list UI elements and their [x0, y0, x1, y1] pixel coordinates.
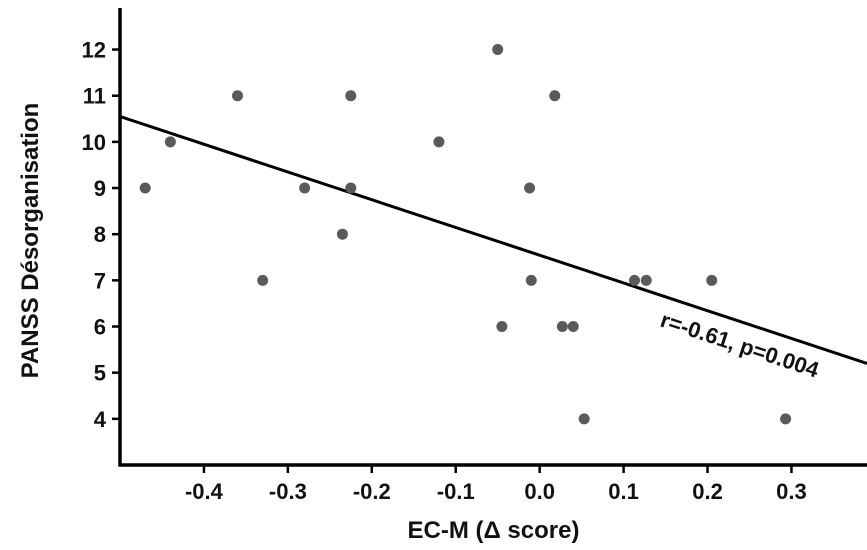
y-tick-label: 6: [94, 315, 106, 340]
data-point: [640, 274, 652, 286]
y-tick-label: 4: [94, 407, 107, 432]
x-tick-label: -0.2: [353, 479, 391, 504]
y-axis-title: PANSS Désorganisation: [17, 103, 44, 379]
data-point: [780, 413, 792, 425]
x-tick-label: 0.1: [608, 479, 639, 504]
correlation-annotation: r=-0.61, p=0.004: [657, 307, 822, 383]
x-tick-label: -0.1: [437, 479, 475, 504]
data-point: [706, 274, 718, 286]
data-point: [556, 321, 568, 333]
data-point: [578, 413, 590, 425]
y-tick-label: 7: [94, 268, 106, 293]
data-point: [257, 274, 269, 286]
axes: [118, 8, 867, 467]
y-tick-label: 10: [82, 130, 106, 155]
data-point: [496, 321, 508, 333]
data-point: [433, 136, 445, 148]
data-points: [139, 44, 792, 425]
x-tick-label: 0.0: [524, 479, 555, 504]
data-point: [336, 228, 348, 240]
data-point: [164, 136, 176, 148]
y-tick-label: 5: [94, 361, 106, 386]
x-axis-title: EC-M (Δ score): [408, 517, 580, 544]
y-tick-label: 11: [83, 84, 106, 109]
data-point: [139, 182, 151, 194]
x-tick-label: 0.3: [776, 479, 807, 504]
y-tick-label: 8: [94, 222, 106, 247]
x-tick-label: -0.3: [269, 479, 307, 504]
y-tick-label: 9: [94, 176, 106, 201]
y-tick-label: 12: [82, 38, 106, 63]
data-point: [345, 90, 357, 102]
data-point: [567, 321, 579, 333]
regression-line: [119, 115, 867, 365]
ticks: -0.4 -0.3 -0.2 -0.1 0.0 0.1 0.2 0.3 4 5 6 7 8 9 10 11 12: [82, 38, 807, 504]
data-point: [345, 182, 357, 194]
data-point: [232, 90, 244, 102]
x-tick-label: 0.2: [692, 479, 723, 504]
data-point: [524, 182, 536, 194]
data-point: [299, 182, 311, 194]
data-point: [629, 274, 641, 286]
data-point: [549, 90, 561, 102]
x-tick-label: -0.4: [185, 479, 224, 504]
data-point: [525, 274, 537, 286]
data-point: [492, 44, 504, 56]
